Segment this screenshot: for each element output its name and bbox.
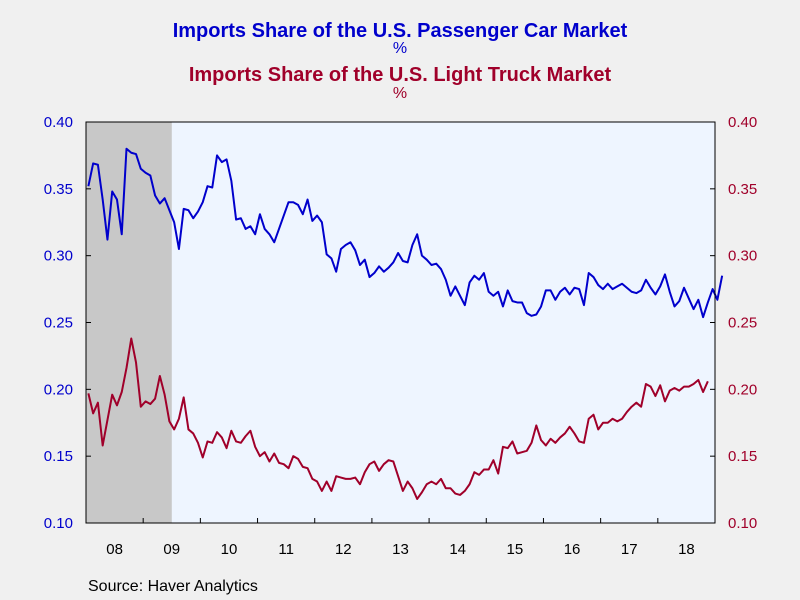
x-tick-label: 17 [621, 541, 638, 558]
y-tick-label-right: 0.20 [728, 381, 757, 398]
y-tick-label-left: 0.25 [44, 315, 73, 332]
y-tick-label-left: 0.10 [44, 515, 73, 532]
y-tick-label-right: 0.15 [728, 448, 757, 465]
x-tick-label: 18 [678, 541, 695, 558]
chart-title-car: Imports Share of the U.S. Passenger Car … [172, 20, 628, 42]
x-tick-label: 16 [564, 541, 581, 558]
y-tick-label-left: 0.35 [44, 181, 73, 198]
y-tick-label-right: 0.10 [728, 515, 757, 532]
x-tick-label: 14 [449, 541, 466, 558]
source-note: Source: Haver Analytics [88, 578, 258, 595]
y-tick-label-left: 0.15 [44, 448, 73, 465]
recession-shading [86, 122, 172, 523]
y-tick-label-left: 0.30 [44, 248, 73, 265]
x-tick-label: 10 [221, 541, 238, 558]
y-tick-label-right: 0.35 [728, 181, 757, 198]
y-tick-label-right: 0.40 [728, 114, 757, 131]
unit-label-car: % [392, 40, 408, 57]
y-tick-label-left: 0.20 [44, 381, 73, 398]
x-tick-label: 15 [507, 541, 524, 558]
plot-background [86, 122, 715, 523]
x-tick-label: 08 [106, 541, 123, 558]
chart-title-truck: Imports Share of the U.S. Light Truck Ma… [188, 64, 612, 86]
y-tick-label-right: 0.30 [728, 248, 757, 265]
x-tick-label: 11 [278, 541, 294, 558]
y-tick-label-right: 0.25 [728, 315, 757, 332]
series-line-car [87, 147, 724, 319]
series-line-truck [87, 337, 709, 500]
unit-label-truck: % [392, 85, 408, 102]
y-tick-label-left: 0.40 [44, 114, 73, 131]
x-tick-label: 09 [163, 541, 180, 558]
x-tick-label: 12 [335, 541, 352, 558]
x-tick-label: 13 [392, 541, 409, 558]
